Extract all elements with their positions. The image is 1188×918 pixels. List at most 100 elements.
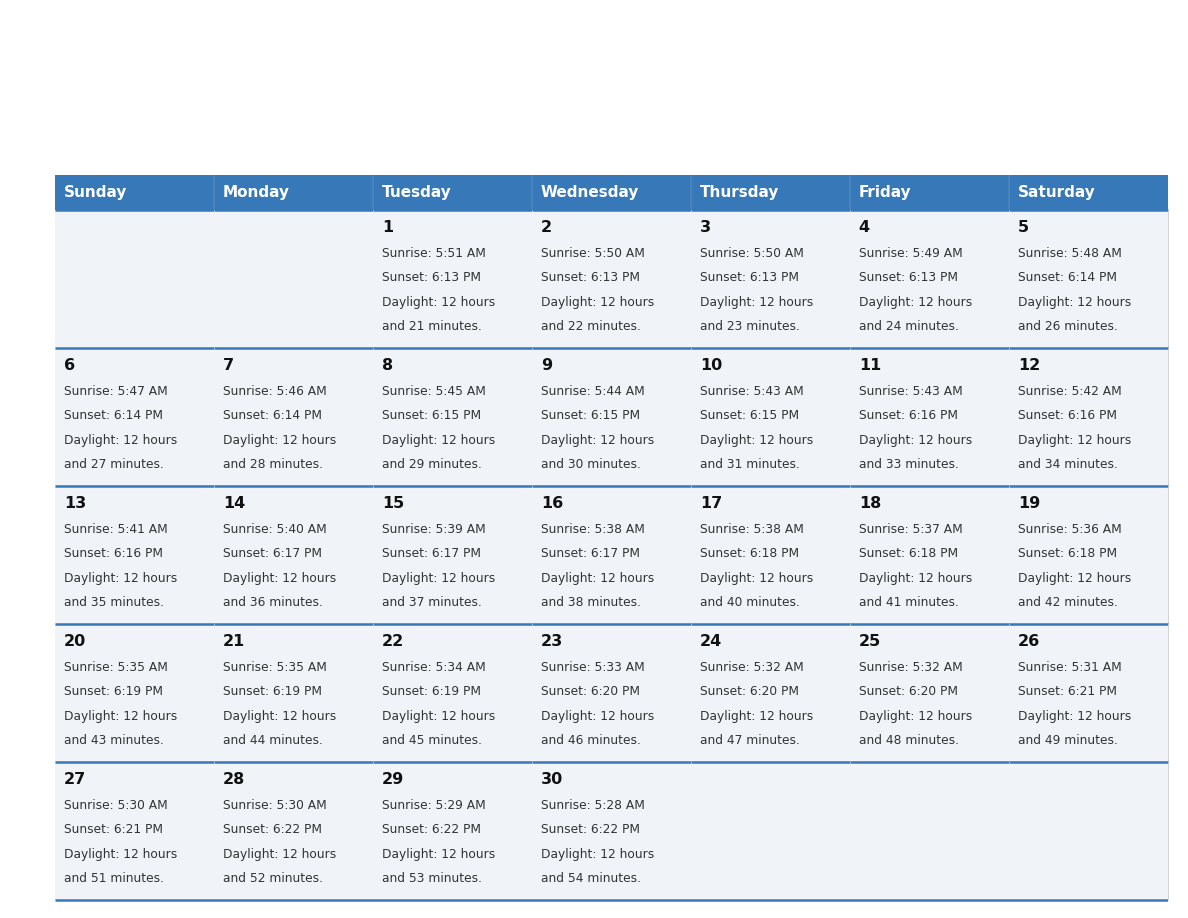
Text: Sunset: 6:15 PM: Sunset: 6:15 PM bbox=[700, 409, 798, 422]
Text: Daylight: 12 hours: Daylight: 12 hours bbox=[381, 433, 495, 446]
Text: and 54 minutes.: and 54 minutes. bbox=[541, 872, 640, 885]
Text: Sunrise: 5:40 AM: Sunrise: 5:40 AM bbox=[222, 523, 327, 536]
Text: Saturday: Saturday bbox=[1018, 185, 1095, 200]
Text: 25: 25 bbox=[859, 633, 881, 649]
Text: Daylight: 12 hours: Daylight: 12 hours bbox=[222, 433, 336, 446]
Text: 1: 1 bbox=[381, 219, 393, 235]
Text: Sunrise: 5:48 AM: Sunrise: 5:48 AM bbox=[1018, 247, 1121, 261]
Text: Sunrise: 5:50 AM: Sunrise: 5:50 AM bbox=[541, 247, 645, 261]
Text: Daylight: 12 hours: Daylight: 12 hours bbox=[381, 847, 495, 860]
Text: Sunrise: 5:44 AM: Sunrise: 5:44 AM bbox=[541, 386, 645, 398]
Text: Daylight: 12 hours: Daylight: 12 hours bbox=[541, 572, 655, 585]
Text: Daylight: 12 hours: Daylight: 12 hours bbox=[859, 710, 972, 722]
Text: Daylight: 12 hours: Daylight: 12 hours bbox=[700, 710, 813, 722]
Text: Sunset: 6:22 PM: Sunset: 6:22 PM bbox=[381, 823, 481, 836]
Text: Sunset: 6:15 PM: Sunset: 6:15 PM bbox=[381, 409, 481, 422]
Text: Daylight: 12 hours: Daylight: 12 hours bbox=[222, 710, 336, 722]
Text: 3: 3 bbox=[700, 219, 710, 235]
Text: 22: 22 bbox=[381, 633, 404, 649]
Text: Daylight: 12 hours: Daylight: 12 hours bbox=[381, 296, 495, 308]
Text: and 27 minutes.: and 27 minutes. bbox=[64, 458, 164, 471]
Text: and 49 minutes.: and 49 minutes. bbox=[1018, 733, 1118, 746]
Text: and 52 minutes.: and 52 minutes. bbox=[222, 872, 323, 885]
Text: Sunrise: 5:38 AM: Sunrise: 5:38 AM bbox=[700, 523, 803, 536]
Text: 13: 13 bbox=[64, 496, 86, 510]
Text: Sunset: 6:17 PM: Sunset: 6:17 PM bbox=[541, 547, 640, 560]
Text: Daylight: 12 hours: Daylight: 12 hours bbox=[381, 572, 495, 585]
Text: 2: 2 bbox=[541, 219, 552, 235]
Text: Sunset: 6:13 PM: Sunset: 6:13 PM bbox=[381, 272, 481, 285]
Text: Sunrise: 5:46 AM: Sunrise: 5:46 AM bbox=[222, 386, 327, 398]
Text: Sunset: 6:14 PM: Sunset: 6:14 PM bbox=[1018, 272, 1117, 285]
Text: 23: 23 bbox=[541, 633, 563, 649]
Text: and 31 minutes.: and 31 minutes. bbox=[700, 458, 800, 471]
Text: 12: 12 bbox=[1018, 358, 1040, 373]
Text: Sunset: 6:18 PM: Sunset: 6:18 PM bbox=[859, 547, 958, 560]
Text: Sunrise: 5:34 AM: Sunrise: 5:34 AM bbox=[381, 661, 486, 674]
Text: and 42 minutes.: and 42 minutes. bbox=[1018, 596, 1118, 609]
Text: Sunset: 6:17 PM: Sunset: 6:17 PM bbox=[381, 547, 481, 560]
Text: Daylight: 12 hours: Daylight: 12 hours bbox=[1018, 710, 1131, 722]
Text: Daylight: 12 hours: Daylight: 12 hours bbox=[700, 433, 813, 446]
Text: Sunrise: 5:33 AM: Sunrise: 5:33 AM bbox=[541, 661, 645, 674]
Text: 7: 7 bbox=[222, 358, 234, 373]
Text: and 44 minutes.: and 44 minutes. bbox=[222, 733, 323, 746]
Text: Sunset: 6:22 PM: Sunset: 6:22 PM bbox=[541, 823, 640, 836]
Text: Sunrise: 5:47 AM: Sunrise: 5:47 AM bbox=[64, 386, 168, 398]
Text: Sunset: 6:13 PM: Sunset: 6:13 PM bbox=[700, 272, 798, 285]
Text: and 36 minutes.: and 36 minutes. bbox=[222, 596, 323, 609]
Text: Sunrise: 5:42 AM: Sunrise: 5:42 AM bbox=[1018, 386, 1121, 398]
Text: Sunset: 6:19 PM: Sunset: 6:19 PM bbox=[222, 686, 322, 699]
Text: 19: 19 bbox=[1018, 496, 1040, 510]
Text: Daylight: 12 hours: Daylight: 12 hours bbox=[700, 296, 813, 308]
Text: and 41 minutes.: and 41 minutes. bbox=[859, 596, 959, 609]
Text: Sunset: 6:21 PM: Sunset: 6:21 PM bbox=[64, 823, 163, 836]
Text: Daylight: 12 hours: Daylight: 12 hours bbox=[64, 433, 177, 446]
Text: 14: 14 bbox=[222, 496, 245, 510]
Text: Daylight: 12 hours: Daylight: 12 hours bbox=[700, 572, 813, 585]
Text: Sunset: 6:18 PM: Sunset: 6:18 PM bbox=[1018, 547, 1117, 560]
Text: Daylight: 12 hours: Daylight: 12 hours bbox=[381, 710, 495, 722]
Text: Sunset: 6:20 PM: Sunset: 6:20 PM bbox=[700, 686, 798, 699]
Text: Sunrise: 5:30 AM: Sunrise: 5:30 AM bbox=[222, 800, 327, 812]
Text: Sunrise: 5:43 AM: Sunrise: 5:43 AM bbox=[700, 386, 803, 398]
Text: Sunrise: 5:36 AM: Sunrise: 5:36 AM bbox=[1018, 523, 1121, 536]
Text: Sunset: 6:22 PM: Sunset: 6:22 PM bbox=[222, 823, 322, 836]
Text: Sunrise: 5:30 AM: Sunrise: 5:30 AM bbox=[64, 800, 168, 812]
Text: Sunrise: 5:32 AM: Sunrise: 5:32 AM bbox=[859, 661, 962, 674]
Text: 28: 28 bbox=[222, 772, 245, 787]
Text: Wednesday: Wednesday bbox=[541, 185, 639, 200]
Text: and 21 minutes.: and 21 minutes. bbox=[381, 319, 481, 332]
Text: 30: 30 bbox=[541, 772, 563, 787]
Text: and 38 minutes.: and 38 minutes. bbox=[541, 596, 640, 609]
Text: Daylight: 12 hours: Daylight: 12 hours bbox=[64, 847, 177, 860]
Text: Sunrise: 5:51 AM: Sunrise: 5:51 AM bbox=[381, 247, 486, 261]
Text: 5: 5 bbox=[1018, 219, 1029, 235]
Text: Sunrise: 5:43 AM: Sunrise: 5:43 AM bbox=[859, 386, 962, 398]
Text: 21: 21 bbox=[222, 633, 245, 649]
Text: Sunset: 6:19 PM: Sunset: 6:19 PM bbox=[64, 686, 163, 699]
Text: 11: 11 bbox=[859, 358, 881, 373]
Text: Daylight: 12 hours: Daylight: 12 hours bbox=[222, 572, 336, 585]
Text: and 47 minutes.: and 47 minutes. bbox=[700, 733, 800, 746]
Text: Sunset: 6:16 PM: Sunset: 6:16 PM bbox=[1018, 409, 1117, 422]
Text: Daylight: 12 hours: Daylight: 12 hours bbox=[1018, 572, 1131, 585]
Text: 16: 16 bbox=[541, 496, 563, 510]
Text: Sunrise: 5:38 AM: Sunrise: 5:38 AM bbox=[541, 523, 645, 536]
Text: and 22 minutes.: and 22 minutes. bbox=[541, 319, 640, 332]
Text: Sunrise: 5:37 AM: Sunrise: 5:37 AM bbox=[859, 523, 962, 536]
Text: Daylight: 12 hours: Daylight: 12 hours bbox=[1018, 296, 1131, 308]
Text: Daylight: 12 hours: Daylight: 12 hours bbox=[859, 572, 972, 585]
Text: and 43 minutes.: and 43 minutes. bbox=[64, 733, 164, 746]
Text: Sunrise: 5:35 AM: Sunrise: 5:35 AM bbox=[64, 661, 168, 674]
Text: Sunset: 6:16 PM: Sunset: 6:16 PM bbox=[64, 547, 163, 560]
Text: Sunrise: 5:45 AM: Sunrise: 5:45 AM bbox=[381, 386, 486, 398]
Text: 26: 26 bbox=[1018, 633, 1040, 649]
Text: and 40 minutes.: and 40 minutes. bbox=[700, 596, 800, 609]
Text: Sunset: 6:16 PM: Sunset: 6:16 PM bbox=[859, 409, 958, 422]
Text: Sunset: 6:15 PM: Sunset: 6:15 PM bbox=[541, 409, 640, 422]
Text: 6: 6 bbox=[64, 358, 75, 373]
Text: Daylight: 12 hours: Daylight: 12 hours bbox=[1018, 433, 1131, 446]
Text: and 28 minutes.: and 28 minutes. bbox=[222, 458, 323, 471]
Text: Sunrise: 5:39 AM: Sunrise: 5:39 AM bbox=[381, 523, 486, 536]
